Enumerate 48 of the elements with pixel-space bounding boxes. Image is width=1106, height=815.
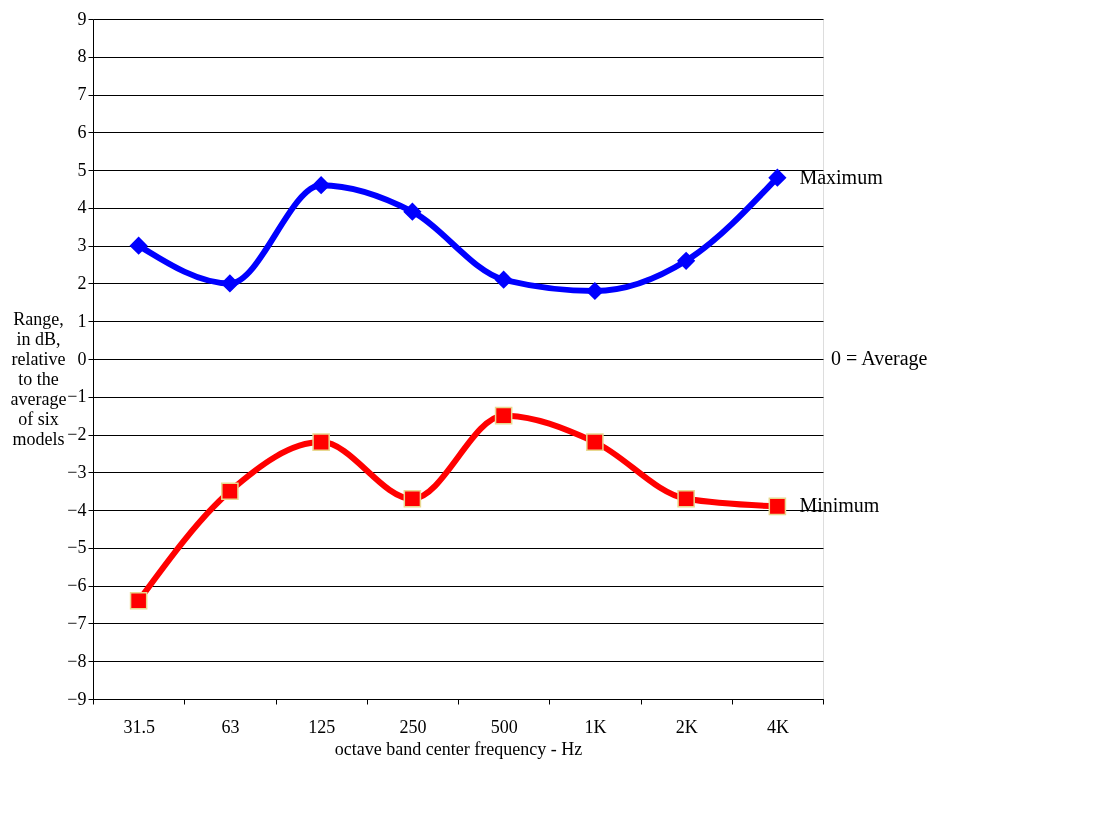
point: [221, 274, 239, 293]
x-tick-label: 500: [490, 716, 518, 737]
y-tick-label: 6: [77, 121, 87, 142]
series-label: Minimum: [799, 494, 880, 517]
point: [494, 270, 513, 289]
point: [768, 497, 787, 516]
y-tick-label: −6: [67, 575, 87, 596]
x-tick-label: 2K: [675, 716, 698, 737]
point: [129, 591, 148, 610]
y-tick-label: −2: [67, 424, 87, 445]
point: [494, 406, 513, 425]
point: [586, 282, 604, 300]
y-tick-label: 5: [77, 159, 87, 180]
point: [677, 251, 695, 270]
series-label: Maximum: [799, 165, 884, 188]
point: [768, 168, 787, 187]
y-tick-label: −8: [67, 650, 87, 671]
point: [403, 489, 422, 508]
point: [129, 236, 148, 255]
x-tick-label: 31.5: [123, 716, 155, 737]
y-tick-label: 8: [77, 46, 87, 67]
y-tick-label: −5: [67, 537, 87, 558]
point: [677, 489, 695, 508]
y-tick-label: 7: [77, 84, 87, 105]
y-tick-label: 1: [77, 310, 87, 331]
y-tick-label: 9: [77, 8, 87, 29]
y-tick-label: 0: [77, 348, 87, 369]
point: [221, 482, 239, 501]
y-axis-title: Range, in dB, relative to the average of six models: [10, 308, 67, 449]
point: [586, 433, 604, 451]
x-tick-label: 63: [221, 716, 240, 737]
x-tick-label: 250: [399, 716, 427, 737]
y-tick-label: −1: [67, 386, 87, 407]
point: [312, 176, 330, 195]
y-tick-label: −7: [67, 612, 87, 633]
y-tick-label: −9: [67, 688, 87, 709]
text: 0 = Average: [831, 347, 928, 370]
point: [403, 202, 422, 221]
point: [312, 433, 330, 451]
x-tick-label: 1K: [584, 716, 607, 737]
y-tick-label: 3: [77, 235, 87, 256]
x-tick-label: 125: [308, 716, 336, 737]
y-tick-label: −3: [67, 461, 87, 482]
x-axis-title: octave band center frequency - Hz: [334, 738, 583, 759]
y-tick-label: −4: [67, 499, 87, 520]
y-tick-label: 2: [77, 272, 87, 293]
x-tick-label: 4K: [766, 716, 789, 737]
y-tick-label: 4: [77, 197, 87, 218]
